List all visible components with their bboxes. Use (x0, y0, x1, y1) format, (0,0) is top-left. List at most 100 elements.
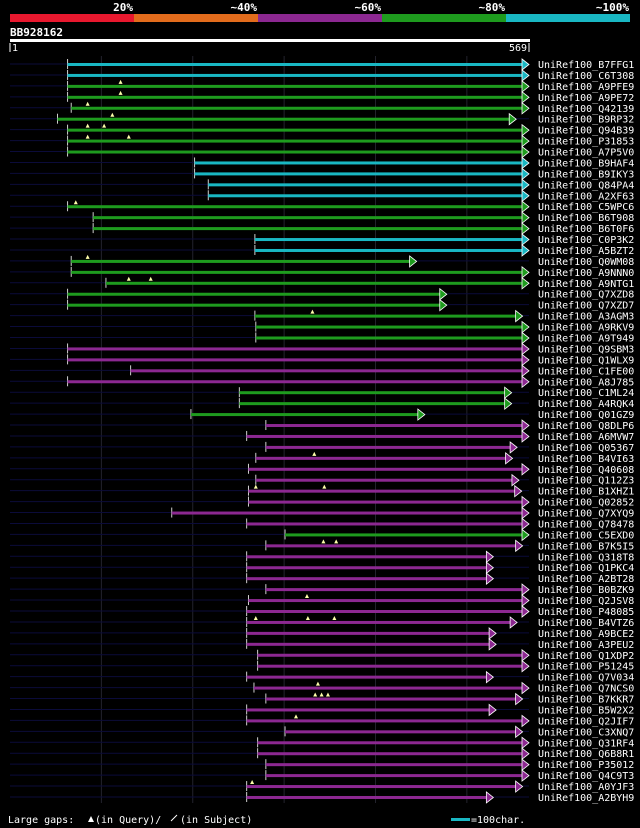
hit-row[interactable]: UniRef100_Q4C9T3 (10, 769, 634, 782)
hit-label[interactable]: UniRef100_A2XF63 (538, 191, 634, 202)
hit-row[interactable]: UniRef100_A9NNN0 (10, 266, 634, 279)
hit-row[interactable]: UniRef100_A9RKV9 (10, 320, 634, 334)
hit-label[interactable]: UniRef100_Q78478 (538, 519, 634, 530)
hit-row[interactable]: UniRef100_B7K5I5 (10, 539, 634, 552)
hit-label[interactable]: UniRef100_B6T0F6 (538, 224, 634, 235)
hit-label[interactable]: UniRef100_C1FE00 (538, 366, 634, 377)
hit-label[interactable]: UniRef100_B4VTZ6 (538, 618, 634, 629)
hit-row[interactable]: UniRef100_A2BT28 (10, 572, 634, 585)
hit-label[interactable]: UniRef100_Q7XZD8 (538, 290, 634, 301)
hit-label[interactable]: UniRef100_C0P3K2 (538, 235, 634, 246)
hit-row[interactable]: UniRef100_Q94B39 (10, 123, 634, 137)
hit-label[interactable]: UniRef100_C3XNQ7 (538, 727, 634, 738)
hit-label[interactable]: UniRef100_A9T949 (538, 334, 634, 345)
hit-row[interactable]: UniRef100_B4VI63 (10, 451, 634, 465)
hit-row[interactable]: UniRef100_A9BCE2 (10, 627, 634, 640)
hit-label[interactable]: UniRef100_A9PFE9 (538, 82, 634, 93)
hit-label[interactable]: UniRef100_Q9SBM3 (538, 344, 634, 355)
hit-label[interactable]: UniRef100_A9RKV9 (538, 323, 634, 334)
hit-label[interactable]: UniRef100_B0BZK9 (538, 585, 634, 596)
hit-row[interactable]: UniRef100_Q40608 (10, 462, 634, 476)
hit-label[interactable]: UniRef100_A8J785 (538, 377, 634, 388)
hit-label[interactable]: UniRef100_P35012 (538, 760, 634, 771)
hit-label[interactable]: UniRef100_Q94B39 (538, 126, 634, 137)
hit-row[interactable]: UniRef100_Q1XDP2 (10, 648, 634, 662)
hit-label[interactable]: UniRef100_B9IKY3 (538, 169, 634, 180)
hit-label[interactable]: UniRef100_Q1WLX9 (538, 355, 634, 366)
hit-row[interactable]: UniRef100_A3PEU2 (10, 637, 634, 651)
hit-row[interactable]: UniRef100_C6T308 (10, 69, 634, 82)
hit-label[interactable]: UniRef100_Q4C9T3 (538, 771, 634, 782)
hit-row[interactable]: UniRef100_B9HAF4 (10, 156, 634, 169)
hit-label[interactable]: UniRef100_C6T308 (538, 71, 634, 82)
hit-label[interactable]: UniRef100_A3PEU2 (538, 640, 634, 651)
hit-label[interactable]: UniRef100_Q1PKC4 (538, 563, 634, 574)
hit-label[interactable]: UniRef100_Q2JIF7 (538, 716, 634, 727)
hit-label[interactable]: UniRef100_A9NTG1 (538, 279, 634, 290)
hit-row[interactable]: UniRef100_Q318T8 (10, 550, 634, 563)
hit-label[interactable]: UniRef100_A9NNN0 (538, 268, 634, 279)
hit-row[interactable]: UniRef100_P35012 (10, 758, 634, 771)
hit-row[interactable]: UniRef100_C5EXD0 (10, 528, 634, 541)
hit-label[interactable]: UniRef100_C1ML24 (538, 388, 634, 399)
hit-row[interactable]: UniRef100_A9NTG1 (10, 276, 634, 290)
hit-label[interactable]: UniRef100_A5BZT2 (538, 246, 634, 257)
hit-row[interactable]: UniRef100_Q6B8R1 (10, 747, 634, 760)
hit-row[interactable]: UniRef100_Q7NCS0 (10, 681, 634, 695)
hit-row[interactable]: UniRef100_B6T908 (10, 211, 634, 224)
hit-label[interactable]: UniRef100_A6MVW7 (538, 432, 634, 443)
hit-row[interactable]: UniRef100_Q01GZ9 (10, 408, 634, 421)
hit-label[interactable]: UniRef100_Q112Z3 (538, 476, 634, 487)
hit-row[interactable]: UniRef100_Q7XZD7 (10, 298, 634, 312)
hit-row[interactable]: UniRef100_A6MVW7 (10, 430, 634, 443)
hit-row[interactable]: UniRef100_Q9SBM3 (10, 342, 634, 355)
hit-row[interactable]: UniRef100_A9PE72 (10, 90, 634, 104)
hit-label[interactable]: UniRef100_Q7XZD7 (538, 301, 634, 312)
hit-row[interactable]: UniRef100_A2XF63 (10, 189, 634, 202)
hit-label[interactable]: UniRef100_P31853 (538, 137, 634, 148)
hit-label[interactable]: UniRef100_A4RQK4 (538, 399, 634, 410)
hit-row[interactable]: UniRef100_A7P5V0 (10, 145, 634, 159)
hit-row[interactable]: UniRef100_A9T949 (10, 331, 634, 345)
hit-label[interactable]: UniRef100_Q6B8R1 (538, 749, 634, 760)
hit-row[interactable]: UniRef100_Q7XYQ9 (10, 506, 634, 520)
hit-row[interactable]: UniRef100_B0BZK9 (10, 583, 634, 596)
hit-row[interactable]: UniRef100_C1ML24 (10, 386, 634, 399)
hit-row[interactable]: UniRef100_P31853 (10, 134, 634, 148)
hit-label[interactable]: UniRef100_B5W2X2 (538, 705, 634, 716)
hit-label[interactable]: UniRef100_B9RP32 (538, 115, 634, 126)
hit-label[interactable]: UniRef100_Q01GZ9 (538, 410, 634, 421)
hit-row[interactable]: UniRef100_Q2JIF7 (10, 714, 634, 727)
hit-row[interactable]: UniRef100_Q02852 (10, 495, 634, 509)
hit-row[interactable]: UniRef100_Q05367 (10, 441, 634, 454)
hit-label[interactable]: UniRef100_C5EXD0 (538, 530, 634, 541)
hit-label[interactable]: UniRef100_A2BT28 (538, 574, 634, 585)
hit-label[interactable]: UniRef100_B6T908 (538, 213, 634, 224)
hit-row[interactable]: UniRef100_Q1WLX9 (10, 353, 634, 366)
hit-label[interactable]: UniRef100_A9BCE2 (538, 629, 634, 640)
hit-label[interactable]: UniRef100_A2BYH9 (538, 793, 634, 804)
hit-label[interactable]: UniRef100_Q7NCS0 (538, 684, 634, 695)
hit-label[interactable]: UniRef100_Q7V034 (538, 673, 634, 684)
hit-row[interactable]: UniRef100_B9IKY3 (10, 167, 634, 180)
hit-row[interactable]: UniRef100_C3XNQ7 (10, 725, 634, 738)
hit-label[interactable]: UniRef100_B7K5I5 (538, 541, 634, 552)
hit-label[interactable]: UniRef100_Q318T8 (538, 552, 634, 563)
hit-row[interactable]: UniRef100_Q7XZD8 (10, 287, 634, 301)
hit-row[interactable]: UniRef100_Q31RF4 (10, 736, 634, 749)
hit-label[interactable]: UniRef100_A7P5V0 (538, 148, 634, 159)
hit-label[interactable]: UniRef100_A0YJF3 (538, 782, 634, 793)
hit-label[interactable]: UniRef100_Q02852 (538, 498, 634, 509)
hit-row[interactable]: UniRef100_A5BZT2 (10, 244, 634, 257)
hit-row[interactable]: UniRef100_Q8DLP6 (10, 419, 634, 432)
hit-row[interactable]: UniRef100_Q7V034 (10, 670, 634, 684)
hit-row[interactable]: UniRef100_C0P3K2 (10, 233, 634, 246)
hit-row[interactable]: UniRef100_Q42139 (10, 101, 634, 115)
hit-label[interactable]: UniRef100_Q2JSV8 (538, 596, 634, 607)
hit-label[interactable]: UniRef100_B7FFG1 (538, 60, 634, 71)
hit-row[interactable]: UniRef100_A4RQK4 (10, 397, 634, 410)
hit-label[interactable]: UniRef100_A3AGM3 (538, 312, 634, 323)
hit-row[interactable]: UniRef100_A9PFE9 (10, 79, 634, 93)
hit-label[interactable]: UniRef100_B7KKR7 (538, 695, 634, 706)
hit-label[interactable]: UniRef100_Q8DLP6 (538, 421, 634, 432)
